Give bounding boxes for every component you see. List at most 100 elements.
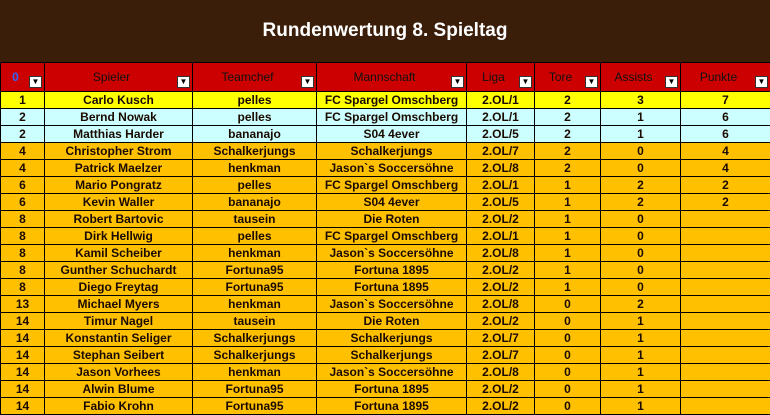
rank-cell[interactable]: 8	[0, 210, 45, 228]
team-cell[interactable]: Schalkerjungs	[316, 329, 467, 347]
league-cell[interactable]: 2.OL/8	[466, 244, 535, 262]
goals-cell[interactable]: 0	[534, 346, 601, 364]
goals-cell[interactable]: 2	[534, 91, 601, 109]
rank-cell[interactable]: 14	[0, 397, 45, 415]
goals-cell[interactable]: 2	[534, 159, 601, 177]
teamchef-cell[interactable]: Schalkerjungs	[192, 346, 317, 364]
assists-cell[interactable]: 0	[600, 261, 681, 279]
points-cell[interactable]	[680, 210, 770, 228]
player-cell[interactable]: Fabio Krohn	[44, 397, 193, 415]
league-cell[interactable]: 2.OL/2	[466, 278, 535, 296]
assists-cell[interactable]: 0	[600, 244, 681, 262]
goals-cell[interactable]: 0	[534, 397, 601, 415]
player-cell[interactable]: Patrick Maelzer	[44, 159, 193, 177]
filter-dropdown-icon[interactable]: ▼	[29, 76, 42, 88]
goals-cell[interactable]: 1	[534, 176, 601, 194]
assists-cell[interactable]: 1	[600, 329, 681, 347]
assists-cell[interactable]: 0	[600, 142, 681, 160]
player-cell[interactable]: Timur Nagel	[44, 312, 193, 330]
league-cell[interactable]: 2.OL/1	[466, 176, 535, 194]
filter-dropdown-icon[interactable]: ▼	[665, 76, 678, 88]
goals-cell[interactable]: 1	[534, 193, 601, 211]
league-cell[interactable]: 2.OL/2	[466, 312, 535, 330]
rank-cell[interactable]: 8	[0, 261, 45, 279]
league-cell[interactable]: 2.OL/7	[466, 346, 535, 364]
goals-cell[interactable]: 2	[534, 142, 601, 160]
team-cell[interactable]: Die Roten	[316, 210, 467, 228]
points-cell[interactable]: 4	[680, 142, 770, 160]
points-cell[interactable]: 6	[680, 125, 770, 143]
points-cell[interactable]: 7	[680, 91, 770, 109]
team-cell[interactable]: Schalkerjungs	[316, 346, 467, 364]
assists-cell[interactable]: 1	[600, 312, 681, 330]
goals-cell[interactable]: 2	[534, 108, 601, 126]
team-cell[interactable]: Fortuna 1895	[316, 278, 467, 296]
points-cell[interactable]	[680, 278, 770, 296]
filter-dropdown-icon[interactable]: ▼	[585, 76, 598, 88]
filter-dropdown-icon[interactable]: ▼	[519, 76, 532, 88]
assists-cell[interactable]: 2	[600, 193, 681, 211]
rank-cell[interactable]: 4	[0, 159, 45, 177]
goals-cell[interactable]: 1	[534, 261, 601, 279]
player-cell[interactable]: Bernd Nowak	[44, 108, 193, 126]
teamchef-cell[interactable]: pelles	[192, 227, 317, 245]
team-cell[interactable]: Fortuna 1895	[316, 261, 467, 279]
team-cell[interactable]: FC Spargel Omschberg	[316, 108, 467, 126]
points-cell[interactable]	[680, 295, 770, 313]
teamchef-cell[interactable]: henkman	[192, 244, 317, 262]
player-cell[interactable]: Konstantin Seliger	[44, 329, 193, 347]
team-cell[interactable]: S04 4ever	[316, 125, 467, 143]
player-cell[interactable]: Christopher Strom	[44, 142, 193, 160]
teamchef-cell[interactable]: pelles	[192, 91, 317, 109]
assists-cell[interactable]: 2	[600, 176, 681, 194]
rank-cell[interactable]: 14	[0, 346, 45, 364]
league-cell[interactable]: 2.OL/8	[466, 295, 535, 313]
assists-cell[interactable]: 0	[600, 210, 681, 228]
assists-cell[interactable]: 1	[600, 125, 681, 143]
player-cell[interactable]: Alwin Blume	[44, 380, 193, 398]
teamchef-cell[interactable]: henkman	[192, 363, 317, 381]
filter-dropdown-icon[interactable]: ▼	[177, 76, 190, 88]
goals-cell[interactable]: 2	[534, 125, 601, 143]
league-cell[interactable]: 2.OL/8	[466, 363, 535, 381]
team-cell[interactable]: FC Spargel Omschberg	[316, 227, 467, 245]
points-cell[interactable]	[680, 312, 770, 330]
player-cell[interactable]: Robert Bartovic	[44, 210, 193, 228]
team-cell[interactable]: Die Roten	[316, 312, 467, 330]
player-cell[interactable]: Gunther Schuchardt	[44, 261, 193, 279]
player-cell[interactable]: Michael Myers	[44, 295, 193, 313]
assists-cell[interactable]: 1	[600, 397, 681, 415]
league-cell[interactable]: 2.OL/8	[466, 159, 535, 177]
points-cell[interactable]	[680, 261, 770, 279]
assists-cell[interactable]: 1	[600, 363, 681, 381]
league-cell[interactable]: 2.OL/5	[466, 193, 535, 211]
league-cell[interactable]: 2.OL/1	[466, 108, 535, 126]
assists-cell[interactable]: 3	[600, 91, 681, 109]
rank-cell[interactable]: 14	[0, 329, 45, 347]
teamchef-cell[interactable]: bananajo	[192, 193, 317, 211]
league-cell[interactable]: 2.OL/2	[466, 261, 535, 279]
rank-cell[interactable]: 8	[0, 227, 45, 245]
league-cell[interactable]: 2.OL/7	[466, 329, 535, 347]
rank-cell[interactable]: 2	[0, 108, 45, 126]
teamchef-cell[interactable]: tausein	[192, 210, 317, 228]
player-cell[interactable]: Matthias Harder	[44, 125, 193, 143]
team-cell[interactable]: FC Spargel Omschberg	[316, 91, 467, 109]
goals-cell[interactable]: 1	[534, 210, 601, 228]
points-cell[interactable]: 2	[680, 176, 770, 194]
assists-cell[interactable]: 0	[600, 159, 681, 177]
league-cell[interactable]: 2.OL/1	[466, 227, 535, 245]
player-cell[interactable]: Kamil Scheiber	[44, 244, 193, 262]
player-cell[interactable]: Diego Freytag	[44, 278, 193, 296]
team-cell[interactable]: Jason`s Soccersöhne	[316, 363, 467, 381]
assists-cell[interactable]: 1	[600, 380, 681, 398]
assists-cell[interactable]: 0	[600, 278, 681, 296]
rank-cell[interactable]: 6	[0, 176, 45, 194]
points-cell[interactable]	[680, 363, 770, 381]
league-cell[interactable]: 2.OL/1	[466, 91, 535, 109]
league-cell[interactable]: 2.OL/2	[466, 380, 535, 398]
teamchef-cell[interactable]: pelles	[192, 176, 317, 194]
rank-cell[interactable]: 8	[0, 278, 45, 296]
goals-cell[interactable]: 1	[534, 278, 601, 296]
league-cell[interactable]: 2.OL/2	[466, 210, 535, 228]
